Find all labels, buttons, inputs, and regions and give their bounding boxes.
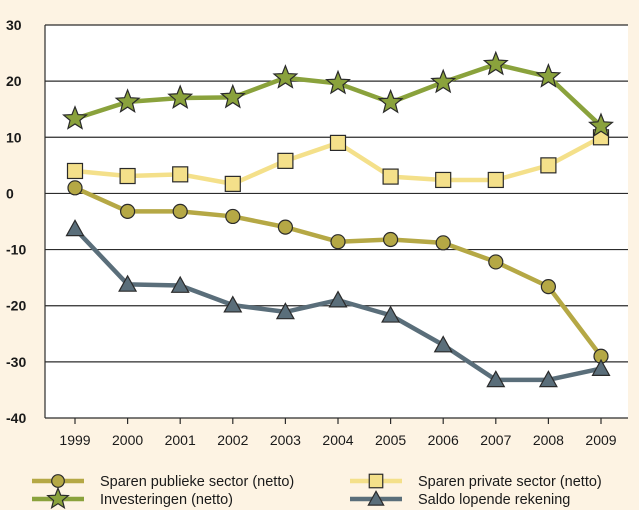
y-axis-tick-labels: 30 20 10 0 -10 -20 -30 -40 xyxy=(6,17,26,426)
x-tick-label: 2006 xyxy=(428,432,459,448)
series-triangle xyxy=(65,219,611,388)
data-point xyxy=(62,105,88,130)
data-point xyxy=(167,84,194,110)
data-point xyxy=(591,358,611,376)
series-star xyxy=(62,50,614,138)
x-tick-label: 2003 xyxy=(270,432,301,448)
plot-background xyxy=(45,25,628,418)
data-point xyxy=(330,234,346,250)
x-tick-label: 2002 xyxy=(217,432,248,448)
data-point xyxy=(119,203,136,219)
data-point xyxy=(224,175,241,192)
data-point xyxy=(272,64,299,89)
legend-item: Sparen publieke sector (netto) xyxy=(32,474,294,490)
y-tick-label: -20 xyxy=(6,298,26,314)
data-point xyxy=(328,290,348,308)
y-tick-label: -40 xyxy=(6,410,26,426)
data-point xyxy=(219,83,246,109)
data-point xyxy=(275,302,295,320)
data-point xyxy=(383,231,399,248)
data-point xyxy=(67,180,83,196)
x-tick-label: 2005 xyxy=(375,432,406,448)
data-point xyxy=(487,171,504,189)
data-point xyxy=(329,134,347,151)
data-point xyxy=(588,112,614,138)
data-point xyxy=(172,203,188,219)
series xyxy=(62,50,614,388)
series-square xyxy=(66,129,610,192)
data-point xyxy=(223,295,243,313)
data-point xyxy=(540,157,557,174)
data-point xyxy=(119,167,136,185)
data-point xyxy=(114,88,141,113)
x-axis-tick-labels: 1999 2000 2001 2002 2003 2004 2005 2006 2007 2008… xyxy=(59,432,616,448)
data-point xyxy=(65,219,85,237)
grid xyxy=(44,24,628,424)
y-tick-label: -10 xyxy=(6,242,26,258)
legend-marker xyxy=(368,473,384,489)
y-tick-label: 10 xyxy=(6,129,22,145)
data-point xyxy=(435,171,452,189)
legend-item: Sparen private sector (netto) xyxy=(350,473,602,490)
y-tick-label: -30 xyxy=(6,354,26,370)
data-point xyxy=(433,335,453,353)
legend-marker xyxy=(367,490,385,506)
data-point xyxy=(540,279,557,295)
data-point xyxy=(277,152,294,169)
data-point xyxy=(66,162,84,180)
x-tick-label: 2004 xyxy=(322,432,353,448)
data-point xyxy=(277,219,293,235)
data-point xyxy=(486,370,506,388)
data-point xyxy=(377,88,404,114)
x-tick-label: 2007 xyxy=(480,432,511,448)
x-tick-label: 1999 xyxy=(59,432,90,448)
data-point xyxy=(488,254,504,270)
data-point xyxy=(430,68,457,94)
legend-marker xyxy=(51,474,65,488)
data-point xyxy=(325,69,351,95)
data-point xyxy=(435,235,451,251)
data-point xyxy=(225,208,241,225)
y-tick-label: 30 xyxy=(6,17,22,33)
data-point xyxy=(535,63,562,88)
x-tick-label: 2001 xyxy=(165,432,196,448)
y-tick-label: 0 xyxy=(6,185,14,201)
x-tick-label: 2008 xyxy=(533,432,564,448)
legend-marker xyxy=(46,486,70,510)
data-point xyxy=(172,166,189,183)
legend-label: Saldo lopende rekening xyxy=(418,492,570,508)
data-point xyxy=(381,305,401,323)
x-tick-label: 2000 xyxy=(112,432,143,448)
x-tick-label: 2009 xyxy=(585,432,616,448)
legend-item: Investeringen (netto) xyxy=(32,486,233,510)
data-point xyxy=(382,168,399,185)
data-point xyxy=(170,275,190,293)
data-point xyxy=(118,274,138,292)
legend-label: Sparen publieke sector (netto) xyxy=(100,474,294,490)
series-circle xyxy=(67,180,609,364)
legend-label: Sparen private sector (netto) xyxy=(418,474,602,490)
legend: Sparen publieke sector (netto) Sparen pri… xyxy=(32,473,602,510)
data-point xyxy=(538,370,558,388)
legend-label: Investeringen (netto) xyxy=(100,492,233,508)
y-tick-label: 20 xyxy=(6,73,22,89)
legend-item: Saldo lopende rekening xyxy=(350,490,570,508)
data-point xyxy=(482,50,509,76)
